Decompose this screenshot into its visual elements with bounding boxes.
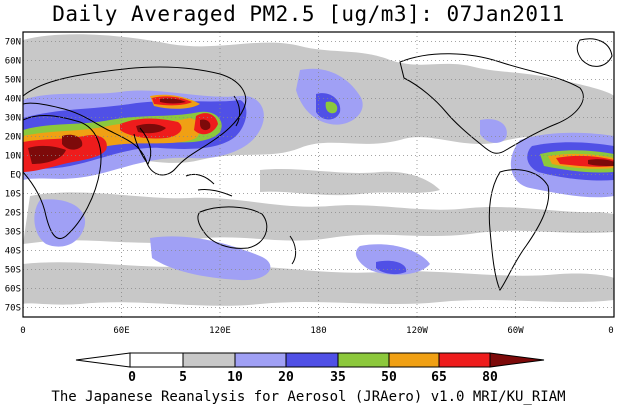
colorbar-label-65: 65 (431, 370, 447, 385)
map-title: Daily Averaged PM2.5 [ug/m3]: 07Jan2011 (52, 2, 565, 26)
colorbar-segment-65-80 (438, 352, 491, 368)
colorbar-segment-0-5 (129, 352, 184, 368)
lat-label-50S: 50S (5, 266, 21, 276)
lat-label-60S: 60S (5, 285, 21, 295)
map-plot-area (23, 32, 614, 317)
colorbar-label-10: 10 (227, 370, 243, 385)
colorbar-label-80: 80 (482, 370, 498, 385)
colorbar-label-5: 5 (179, 370, 187, 385)
lon-label-120E: 120E (209, 326, 231, 336)
colorbar-label-20: 20 (278, 370, 294, 385)
lat-label-20N: 20N (5, 133, 21, 143)
lat-label-10S: 10S (5, 190, 21, 200)
lat-label-30S: 30S (5, 228, 21, 238)
lat-label-20S: 20S (5, 209, 21, 219)
lon-label-0-left: 0 (20, 326, 25, 336)
colorbar-lower-arrow (75, 352, 131, 368)
map-frame (22, 31, 615, 318)
coastlines (23, 38, 613, 291)
lat-label-30N: 30N (5, 114, 21, 124)
colorbar-upper-arrow (489, 352, 545, 368)
colorbar-segment-50-65 (388, 352, 440, 368)
lon-label-0-right: 0 (608, 326, 613, 336)
colorbar-label-35: 35 (330, 370, 346, 385)
concentration-band-above-80 (28, 98, 614, 166)
latitude-axis: 70N 60N 50N 40N 30N 20N 10N EQ 10S 20S 3… (5, 38, 21, 314)
dataset-credit: The Japanese Reanalysis for Aerosol (JRA… (51, 389, 566, 405)
lat-label-40N: 40N (5, 95, 21, 105)
colorbar-label-0: 0 (128, 370, 136, 385)
colorbar-segment-10-20 (234, 352, 287, 368)
longitude-axis: 0 60E 120E 180 120W 60W 0 (20, 326, 613, 336)
lat-label-70N: 70N (5, 38, 21, 48)
colorbar (75, 352, 545, 368)
colorbar-labels: 0 5 10 20 35 50 65 80 (128, 370, 498, 385)
lat-label-10N: 10N (5, 152, 21, 162)
colorbar-segment-35-50 (337, 352, 390, 368)
lat-label-eq: EQ (10, 171, 21, 181)
lon-label-180: 180 (310, 326, 326, 336)
lat-label-50N: 50N (5, 76, 21, 86)
colorbar-segment-5-10 (182, 352, 236, 368)
lat-label-60N: 60N (5, 57, 21, 67)
lat-label-40S: 40S (5, 247, 21, 257)
graticule (23, 32, 614, 317)
lat-label-70S: 70S (5, 304, 21, 314)
colorbar-label-50: 50 (381, 370, 397, 385)
lon-label-60W: 60W (507, 326, 524, 336)
lon-label-120W: 120W (406, 326, 428, 336)
colorbar-segment-20-35 (285, 352, 339, 368)
lon-label-60E: 60E (113, 326, 129, 336)
